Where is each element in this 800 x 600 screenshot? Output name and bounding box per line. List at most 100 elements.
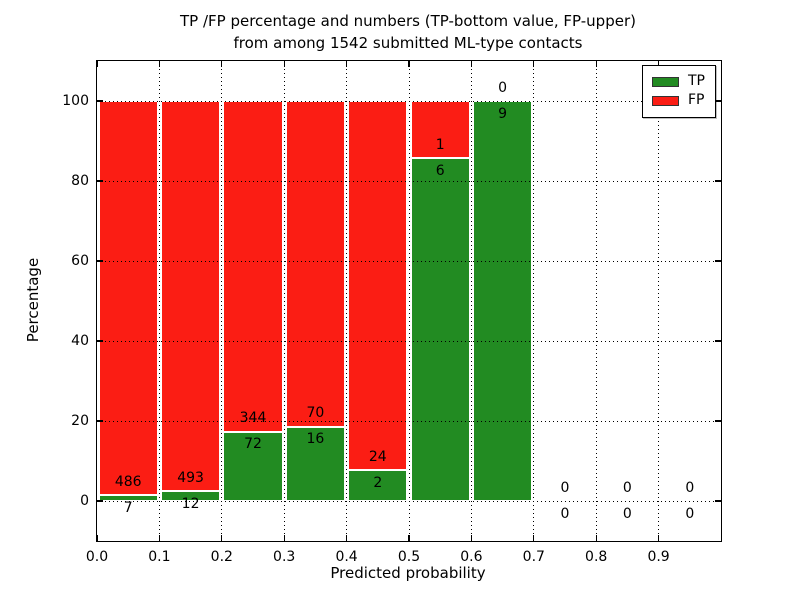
x-tick <box>408 535 410 541</box>
x-tick <box>96 535 98 541</box>
y-tick-right <box>715 420 721 422</box>
bar-label-tp: 6 <box>435 162 445 179</box>
bar-segment-fp <box>410 101 470 159</box>
x-tick <box>533 535 535 541</box>
y-tick <box>97 100 103 102</box>
bar-segment-tp <box>285 426 346 501</box>
x-tick <box>346 535 348 541</box>
bar-segment-tp <box>410 158 470 501</box>
bar-label-fp: 0 <box>685 479 695 496</box>
bar-label-tp: 0 <box>560 505 570 522</box>
x-tick-top <box>470 61 472 67</box>
grid-hline <box>97 500 721 502</box>
grid-vline <box>470 61 472 541</box>
bar-segment-tp <box>348 470 408 501</box>
grid-hline <box>97 180 721 182</box>
x-tick-top <box>658 61 660 67</box>
bar-label-tp: 0 <box>622 505 632 522</box>
bar-label-fp: 486 <box>114 473 142 490</box>
bar-label-fp: 24 <box>368 448 387 465</box>
y-tick-right <box>715 260 721 262</box>
bar-segment-fp <box>98 101 158 496</box>
grid-vline <box>158 61 160 541</box>
x-tick-label: 0.5 <box>397 549 421 565</box>
grid-hline <box>97 420 721 422</box>
y-tick-label: 60 <box>71 252 89 269</box>
bar-label-tp: 12 <box>181 495 200 512</box>
x-tick-label: 0.4 <box>335 549 358 565</box>
x-tick-label: 0.9 <box>647 549 670 565</box>
x-tick-top <box>533 61 535 67</box>
bar-segment-tp <box>472 101 533 501</box>
y-tick <box>97 260 103 262</box>
x-tick <box>221 535 223 541</box>
x-tick <box>470 535 472 541</box>
x-tick-label: 0.3 <box>273 549 296 565</box>
y-tick-label: 40 <box>71 332 89 349</box>
y-tick <box>97 340 103 342</box>
x-tick <box>158 535 160 541</box>
legend-label-fp: FP <box>688 92 705 108</box>
x-tick-label: 0.7 <box>522 549 545 565</box>
bar-label-tp: 2 <box>373 474 383 491</box>
y-tick-right <box>715 100 721 102</box>
legend: TP FP <box>642 65 716 118</box>
y-tick-right <box>715 180 721 182</box>
y-axis-label: Percentage <box>24 257 42 343</box>
bar-label-fp: 0 <box>498 79 508 96</box>
y-tick-label: 0 <box>80 492 89 509</box>
x-tick <box>658 535 660 541</box>
grid-vline <box>283 61 285 541</box>
x-tick-top <box>346 61 348 67</box>
grid-vline <box>221 61 223 541</box>
bar-label-tp: 0 <box>685 505 695 522</box>
chart-title: TP /FP percentage and numbers (TP-bottom… <box>96 10 720 54</box>
bar-label-tp: 16 <box>306 431 325 448</box>
x-tick-label: 0.8 <box>585 549 608 565</box>
grid-vline <box>346 61 348 541</box>
legend-item-fp: FP <box>652 93 705 108</box>
x-tick <box>595 535 597 541</box>
chart-title-line2: from among 1542 submitted ML-type contac… <box>233 34 583 52</box>
legend-swatch-fp <box>652 95 679 106</box>
bar-segment-fp <box>285 101 346 427</box>
legend-swatch-tp <box>652 76 679 87</box>
grid-vline <box>595 61 597 541</box>
bar-label-tp: 72 <box>244 436 262 453</box>
x-tick-top <box>96 61 98 67</box>
bar-label-fp: 344 <box>239 410 267 427</box>
grid-hline <box>97 260 721 262</box>
bar-label-tp: 9 <box>498 105 508 122</box>
y-tick <box>97 500 103 502</box>
grid-hline <box>97 340 721 342</box>
bar-segment-fp <box>348 101 408 471</box>
bar-label-fp: 0 <box>622 479 632 496</box>
chart-title-line1: TP /FP percentage and numbers (TP-bottom… <box>180 12 636 30</box>
bar-segment-tp <box>223 431 283 501</box>
bar-label-fp: 1 <box>435 136 445 153</box>
y-tick-right <box>715 340 721 342</box>
y-tick <box>97 180 103 182</box>
grid-vline <box>408 61 410 541</box>
grid-vline <box>533 61 535 541</box>
y-tick-label: 20 <box>71 412 89 429</box>
x-tick-top <box>158 61 160 67</box>
y-tick-right <box>715 500 721 502</box>
bar-label-tp: 7 <box>123 499 133 516</box>
bar-segment-fp <box>160 101 221 492</box>
bar-label-fp: 0 <box>560 479 570 496</box>
x-tick-top <box>283 61 285 67</box>
bar-segment-fp <box>223 101 283 432</box>
bar-label-fp: 493 <box>177 469 204 486</box>
grid-hline <box>97 100 721 102</box>
x-tick-top <box>221 61 223 67</box>
legend-label-tp: TP <box>688 73 705 89</box>
y-tick-label: 100 <box>62 92 89 109</box>
legend-item-tp: TP <box>652 74 705 89</box>
x-tick <box>283 535 285 541</box>
y-tick <box>97 420 103 422</box>
x-tick-label: 0.0 <box>85 549 109 565</box>
grid-vline <box>658 61 660 541</box>
plot-area: TP FP 486 7 493 12 344 72 70 16 24 2 1 6 0 9 0 0 0 0 0 0 0.0… <box>62 60 722 565</box>
x-tick-label: 0.2 <box>210 549 233 565</box>
